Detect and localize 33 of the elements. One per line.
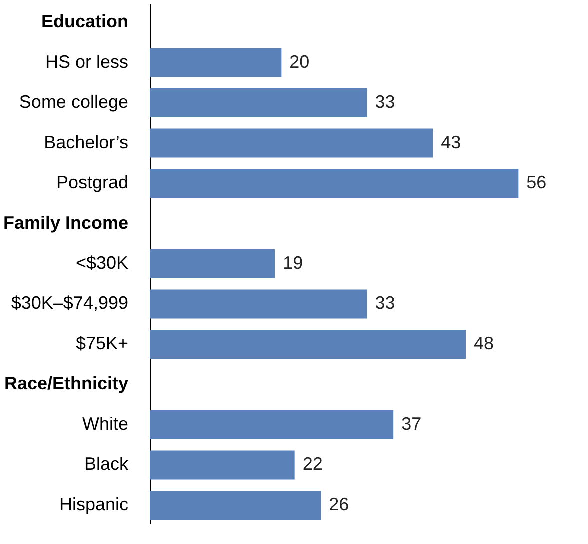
y-tick-label: Education xyxy=(41,12,128,32)
y-tick-label: Postgrad xyxy=(56,172,128,193)
bar xyxy=(150,330,466,359)
data-label: 43 xyxy=(441,132,462,152)
bar xyxy=(150,88,368,118)
bar xyxy=(150,128,434,158)
data-label: 33 xyxy=(375,293,396,314)
bar xyxy=(150,410,394,440)
data-label: 48 xyxy=(474,333,494,354)
y-tick-label: $75K+ xyxy=(76,333,128,354)
bar xyxy=(150,450,295,480)
y-tick-label: Family Income xyxy=(3,212,128,233)
bar xyxy=(150,290,368,319)
data-label: 33 xyxy=(375,92,396,112)
y-tick-label: White xyxy=(82,414,128,434)
data-label: 22 xyxy=(302,454,323,474)
bar xyxy=(150,169,519,198)
y-tick-label: HS or less xyxy=(45,52,128,72)
bar xyxy=(150,250,276,278)
data-label: 37 xyxy=(402,414,422,434)
y-tick-label: $30K–$74,999 xyxy=(11,293,128,314)
y-tick-label: Bachelor’s xyxy=(44,132,128,152)
y-tick-label: Race/Ethnicity xyxy=(4,374,128,394)
y-tick-label: Some college xyxy=(19,92,128,112)
bar xyxy=(150,490,322,520)
bar xyxy=(150,48,282,78)
data-label: 26 xyxy=(329,494,350,514)
y-tick-label: <$30K xyxy=(76,253,128,273)
y-tick-label: Black xyxy=(84,454,130,474)
data-label: 19 xyxy=(283,253,304,273)
y-tick-label: Hispanic xyxy=(59,494,128,514)
data-label: 20 xyxy=(290,52,310,72)
data-label: 56 xyxy=(526,172,547,193)
